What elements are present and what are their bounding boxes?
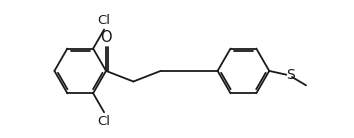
Text: Cl: Cl	[98, 14, 110, 27]
Text: O: O	[100, 30, 112, 45]
Text: Cl: Cl	[98, 115, 110, 128]
Text: S: S	[286, 68, 295, 82]
